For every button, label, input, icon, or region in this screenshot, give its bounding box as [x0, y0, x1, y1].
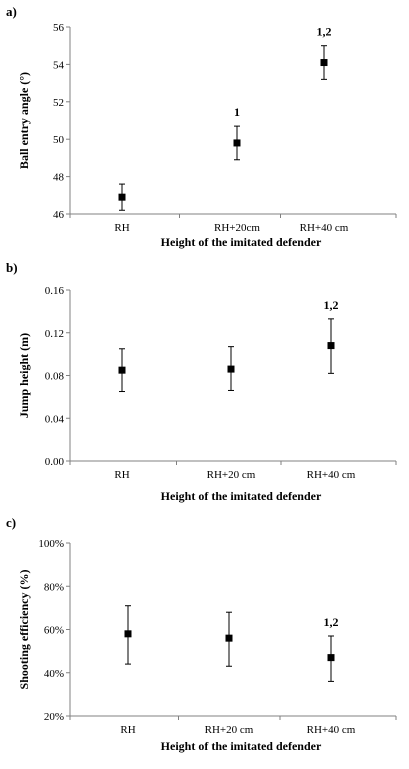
x-tick-label: RH — [120, 724, 135, 736]
data-point — [233, 139, 241, 147]
x-tick-label: RH — [114, 222, 129, 234]
y-tick-label: 0.16 — [45, 285, 65, 297]
x-axis-title: Height of the imitated defender — [161, 235, 322, 249]
y-tick-label: 100% — [38, 538, 64, 550]
data-point — [225, 634, 233, 642]
y-tick-label: 52 — [53, 97, 64, 109]
y-tick-label: 20% — [44, 711, 64, 723]
chart-panel-2: b) 0.00 0.04 0.08 0.12 0.16 RH RH+20 cm RH+40 cm… — [6, 260, 397, 503]
x-tick-label: RH+20cm — [214, 222, 260, 234]
panel-label: b) — [6, 260, 18, 275]
data-point — [320, 59, 328, 67]
y-tick-label: 56 — [53, 22, 65, 34]
y-tick-label: 46 — [53, 209, 65, 221]
x-axis-title: Height of the imitated defender — [161, 489, 322, 503]
y-tick-label: 54 — [53, 59, 65, 71]
x-tick-label: RH — [114, 469, 129, 481]
x-tick-label: RH+40 cm — [300, 222, 349, 234]
data-point — [124, 630, 132, 638]
y-tick-label: 80% — [44, 581, 64, 593]
significance-label: 1 — [234, 105, 240, 119]
y-tick-label: 50 — [53, 134, 65, 146]
panel-label: c) — [6, 515, 16, 530]
x-axis-title: Height of the imitated defender — [161, 739, 322, 753]
data-point — [118, 366, 126, 374]
y-tick-label: 60% — [44, 625, 64, 637]
significance-label: 1,2 — [324, 615, 339, 629]
y-tick-label: 0.12 — [45, 328, 64, 340]
significance-label: 1,2 — [317, 25, 332, 39]
y-tick-label: 0.00 — [45, 456, 65, 468]
data-point — [227, 365, 235, 373]
y-tick-label: 48 — [53, 172, 65, 184]
y-axis-title: Jump height (m) — [17, 333, 31, 418]
chart-panel-3: c) 20% 40% 60% 80% 100% RH RH+20 cm RH+40 cm Heig… — [6, 515, 397, 753]
y-axis-title: Ball entry angle (°) — [17, 72, 31, 169]
data-point — [327, 342, 335, 350]
data-point — [118, 193, 126, 201]
y-tick-label: 0.08 — [45, 371, 65, 383]
data-point — [327, 654, 335, 662]
y-tick-label: 40% — [44, 668, 64, 680]
significance-label: 1,2 — [324, 298, 339, 312]
x-tick-label: RH+20 cm — [205, 724, 254, 736]
x-tick-label: RH+20 cm — [207, 469, 256, 481]
y-axis-title: Shooting efficiency (%) — [17, 570, 31, 690]
panel-label: a) — [6, 4, 17, 19]
y-tick-label: 0.04 — [45, 413, 65, 425]
x-tick-label: RH+40 cm — [307, 469, 356, 481]
x-tick-label: RH+40 cm — [307, 724, 356, 736]
